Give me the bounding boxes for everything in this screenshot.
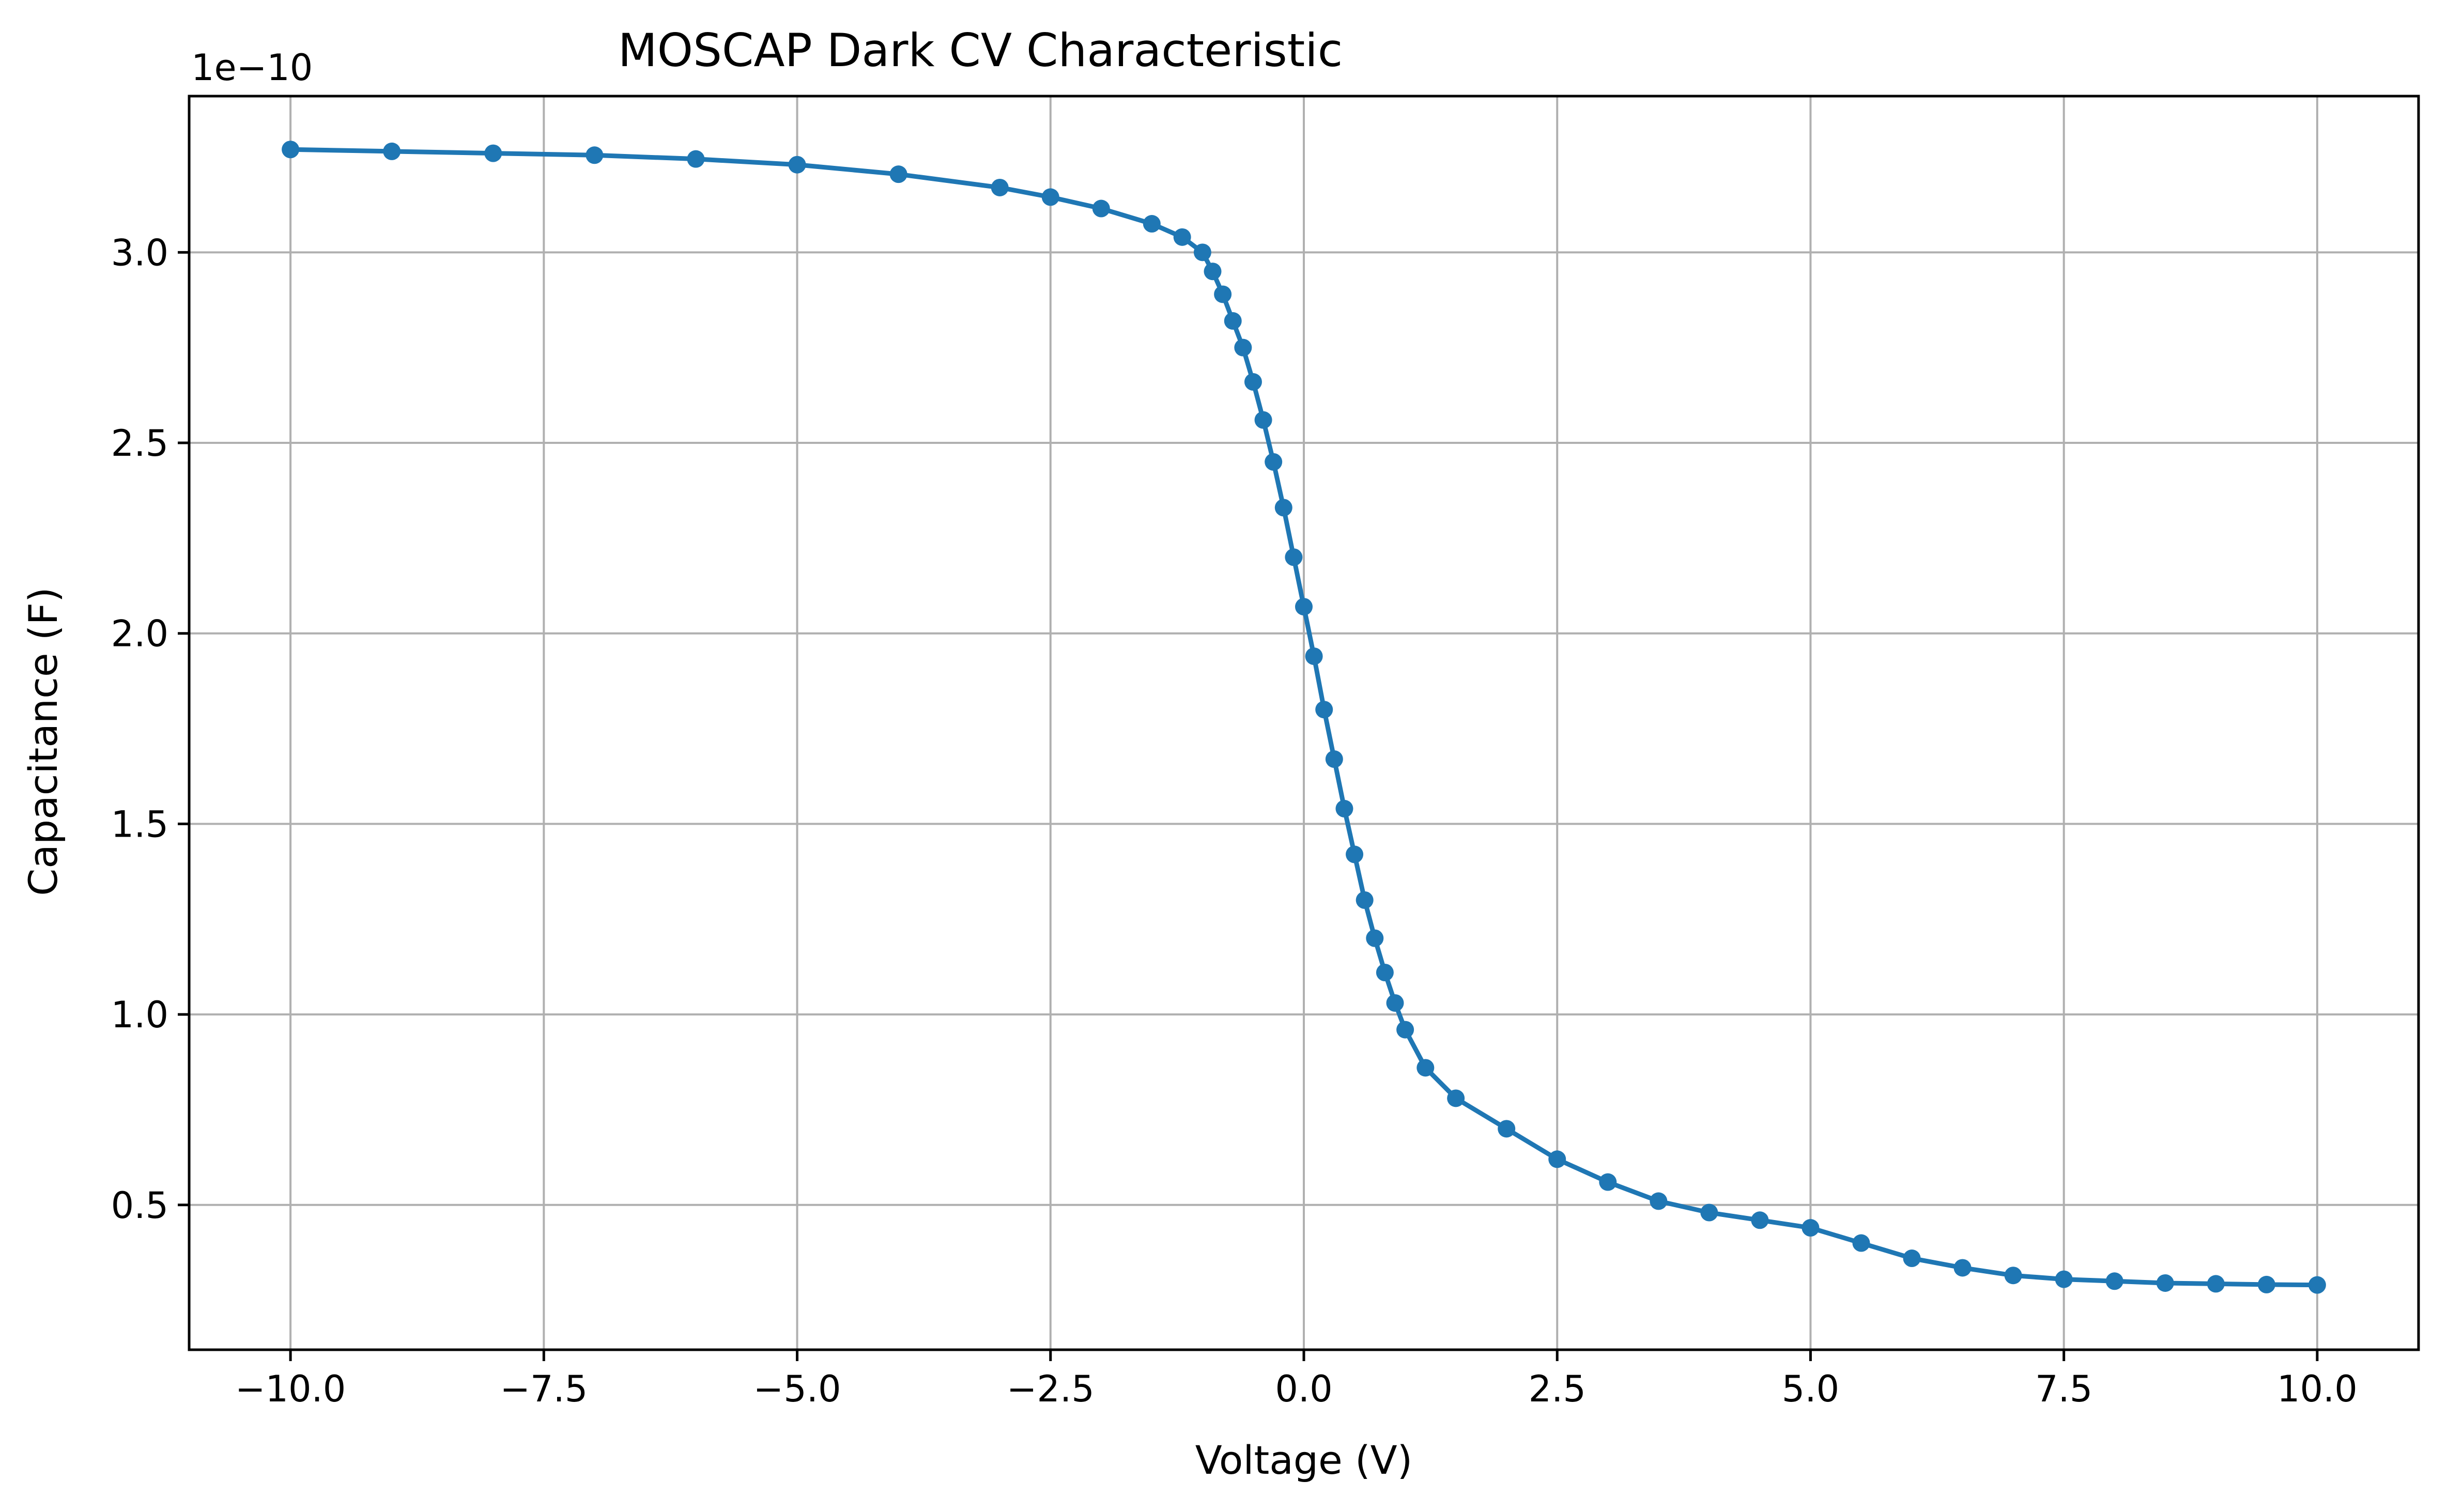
data-point	[1386, 994, 1404, 1012]
x-tick-label: 10.0	[2277, 1368, 2358, 1410]
data-point	[1903, 1249, 1921, 1268]
data-point	[1143, 215, 1161, 233]
data-point	[586, 146, 604, 164]
data-point	[282, 141, 300, 159]
data-point	[1366, 929, 1384, 947]
data-point	[1376, 963, 1394, 981]
chart-title: MOSCAP Dark CV Characteristic	[618, 24, 1343, 77]
y-axis-offset-label: 1e−10	[191, 47, 313, 89]
data-point	[1650, 1192, 1668, 1210]
data-point	[383, 142, 401, 160]
data-point	[1751, 1211, 1769, 1229]
data-point	[1305, 647, 1323, 665]
data-point	[1173, 228, 1191, 246]
data-point	[1193, 243, 1211, 261]
data-point	[788, 156, 806, 174]
data-point	[1315, 701, 1333, 719]
y-tick-label: 2.5	[111, 422, 168, 465]
data-point	[1700, 1204, 1718, 1222]
y-tick-label: 1.0	[111, 994, 168, 1036]
x-tick-label: −7.5	[500, 1368, 588, 1410]
data-point	[1244, 373, 1262, 391]
data-point	[2004, 1267, 2022, 1285]
data-point	[1953, 1259, 1972, 1277]
data-point	[991, 178, 1009, 196]
y-tick-label: 1.5	[111, 803, 168, 845]
data-point	[1041, 188, 1059, 206]
x-axis-ticks: −10.0 −7.5 −5.0 −2.5 0.0 2.5 5.0 7.5 10.0	[235, 1350, 2358, 1410]
data-point	[1092, 199, 1110, 218]
data-point	[2207, 1275, 2225, 1293]
x-tick-label: −5.0	[753, 1368, 841, 1410]
series-line	[290, 147, 2317, 1288]
data-point	[1447, 1089, 1465, 1107]
data-point	[1274, 499, 1292, 517]
y-tick-label: 0.5	[111, 1184, 168, 1227]
data-point	[1498, 1120, 1516, 1138]
data-point	[1325, 750, 1343, 768]
data-point	[889, 165, 907, 183]
data-point	[1802, 1219, 1820, 1237]
data-point	[2257, 1275, 2275, 1293]
x-tick-label: −2.5	[1007, 1368, 1095, 1410]
data-point	[1234, 338, 1252, 357]
data-point	[1224, 312, 1242, 330]
data-point	[1356, 891, 1374, 909]
y-axis-ticks: 0.5 1.0 1.5 2.0 2.5 3.0	[111, 232, 189, 1227]
data-point	[2156, 1274, 2174, 1292]
data-point	[1346, 845, 1364, 863]
data-point	[1214, 285, 1232, 303]
data-point	[1599, 1173, 1617, 1191]
data-point	[1417, 1059, 1435, 1077]
x-tick-label: 2.5	[1529, 1368, 1586, 1410]
data-point	[1295, 598, 1313, 616]
grid-lines	[189, 96, 2419, 1350]
x-tick-label: 0.0	[1275, 1368, 1332, 1410]
data-point	[1204, 263, 1222, 281]
data-point	[1396, 1021, 1414, 1039]
x-tick-label: 5.0	[1782, 1368, 1839, 1410]
x-tick-label: −10.0	[235, 1368, 346, 1410]
y-tick-label: 2.0	[111, 613, 168, 655]
data-point	[1285, 548, 1303, 566]
data-point	[2055, 1270, 2073, 1288]
data-series	[282, 141, 2326, 1294]
data-point	[1265, 453, 1283, 471]
data-point	[2105, 1272, 2123, 1290]
data-point	[1548, 1150, 1566, 1168]
data-point	[1254, 411, 1272, 429]
data-point	[1852, 1234, 1870, 1252]
data-point	[1335, 799, 1353, 817]
data-point	[687, 150, 705, 168]
data-point	[2308, 1276, 2326, 1294]
x-axis-label: Voltage (V)	[1195, 1437, 1413, 1483]
x-tick-label: 7.5	[2035, 1368, 2092, 1410]
y-axis-label: Capacitance (F)	[20, 587, 66, 896]
y-tick-label: 3.0	[111, 232, 168, 274]
data-point	[484, 144, 502, 162]
